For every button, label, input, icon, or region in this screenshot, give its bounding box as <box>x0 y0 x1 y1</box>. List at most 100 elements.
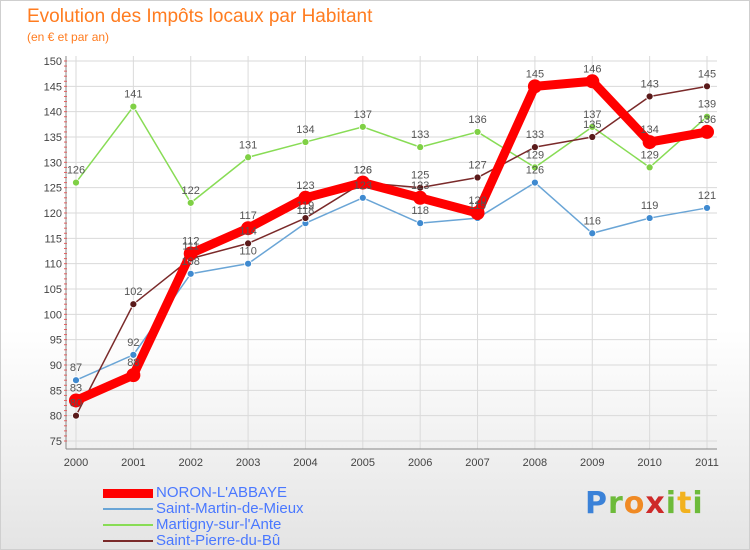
data-label: 129 <box>640 149 658 161</box>
legend-swatch <box>103 488 153 498</box>
data-point <box>301 214 310 222</box>
data-point <box>355 175 370 190</box>
x-tick-label: 2001 <box>121 457 145 469</box>
legend: NORON-L'ABBAYE Saint-Martin-de-Mieux Mar… <box>103 485 304 549</box>
data-label: 119 <box>641 200 659 212</box>
data-label: 145 <box>526 68 544 80</box>
legend-label: Saint-Pierre-du-Bû <box>156 532 281 549</box>
data-point <box>531 178 539 187</box>
data-label: 102 <box>124 286 142 298</box>
data-point <box>642 135 657 150</box>
data-point <box>358 193 367 202</box>
y-tick-label: 105 <box>44 284 62 296</box>
data-label: 134 <box>640 124 658 136</box>
data-point <box>473 128 482 136</box>
y-tick-label: 110 <box>44 259 62 271</box>
legend-item: Saint-Pierre-du-Bû <box>103 533 304 549</box>
data-label: 118 <box>411 205 429 217</box>
data-label: 112 <box>182 236 200 248</box>
data-label: 120 <box>468 195 486 207</box>
data-label: 126 <box>67 165 85 177</box>
data-point <box>703 204 711 212</box>
data-point <box>416 219 425 228</box>
data-label: 80 <box>70 398 82 410</box>
data-label: 114 <box>239 225 257 237</box>
data-point <box>473 173 482 182</box>
data-point <box>129 300 138 309</box>
data-point <box>126 368 141 383</box>
data-label: 126 <box>354 165 372 177</box>
x-tick-label: 2010 <box>637 457 661 469</box>
proxiti-logo: Proxiti <box>585 486 704 521</box>
data-label: 136 <box>698 114 716 126</box>
y-tick-label: 115 <box>44 233 62 245</box>
data-point <box>186 269 195 278</box>
data-point <box>241 221 256 236</box>
series-line <box>75 105 708 204</box>
y-tick-label: 95 <box>50 335 62 347</box>
legend-label: Martigny-sur-l'Ante <box>156 516 282 533</box>
data-point <box>72 411 80 420</box>
x-tick-label: 2007 <box>465 457 489 469</box>
data-label: 119 <box>297 200 315 212</box>
data-label: 121 <box>698 190 716 202</box>
data-point <box>186 198 195 207</box>
data-point <box>358 122 367 131</box>
data-point <box>703 112 711 121</box>
legend-item: NORON-L'ABBAYE <box>103 485 304 501</box>
data-point <box>703 82 711 91</box>
y-tick-label: 145 <box>44 81 62 93</box>
data-point <box>531 163 539 172</box>
legend-label: Saint-Martin-de-Mieux <box>156 500 304 517</box>
data-point <box>588 133 597 141</box>
data-label: 123 <box>354 180 372 192</box>
y-tick-label: 75 <box>50 436 62 448</box>
y-tick-label: 150 <box>44 56 62 68</box>
y-tick-label: 140 <box>44 107 62 119</box>
legend-swatch <box>103 508 153 510</box>
data-point <box>470 206 485 220</box>
x-tick-label: 2005 <box>351 457 375 469</box>
data-point <box>527 79 542 94</box>
legend-swatch <box>103 540 153 542</box>
data-point <box>645 214 654 222</box>
data-label: 125 <box>411 170 429 182</box>
data-label: 137 <box>354 109 372 121</box>
data-point <box>72 376 80 385</box>
data-label: 143 <box>640 78 658 90</box>
data-point <box>183 246 198 261</box>
data-label: 92 <box>127 337 139 349</box>
series-line <box>75 85 708 417</box>
data-point <box>244 239 252 248</box>
legend-item: Martigny-sur-l'Ante <box>103 517 304 533</box>
data-label: 139 <box>698 99 716 111</box>
data-point <box>413 190 428 205</box>
x-tick-label: 2008 <box>523 457 547 469</box>
data-point <box>301 138 310 146</box>
y-tick-label: 125 <box>44 183 62 195</box>
data-label: 133 <box>526 129 544 141</box>
data-point <box>244 259 252 268</box>
data-label: 123 <box>411 180 429 192</box>
x-tick-label: 2003 <box>236 457 260 469</box>
y-tick-label: 90 <box>50 360 62 372</box>
series-line <box>71 76 712 405</box>
y-tick-label: 120 <box>44 208 62 220</box>
data-label: 110 <box>239 246 257 258</box>
data-label: 127 <box>468 160 486 172</box>
data-label: 117 <box>239 210 257 222</box>
y-tick-label: 130 <box>44 157 62 169</box>
data-label: 131 <box>239 139 257 151</box>
data-label: 126 <box>354 165 372 177</box>
data-label: 122 <box>182 185 200 197</box>
data-label: 116 <box>583 215 601 227</box>
data-point <box>531 143 539 152</box>
y-tick-label: 135 <box>44 132 62 144</box>
data-point <box>72 178 80 187</box>
chart-title: Evolution des Impôts locaux par Habitant <box>27 6 373 27</box>
x-tick-label: 2002 <box>178 457 202 469</box>
data-point <box>585 74 600 89</box>
data-point <box>588 122 597 131</box>
data-label: 141 <box>124 89 142 101</box>
